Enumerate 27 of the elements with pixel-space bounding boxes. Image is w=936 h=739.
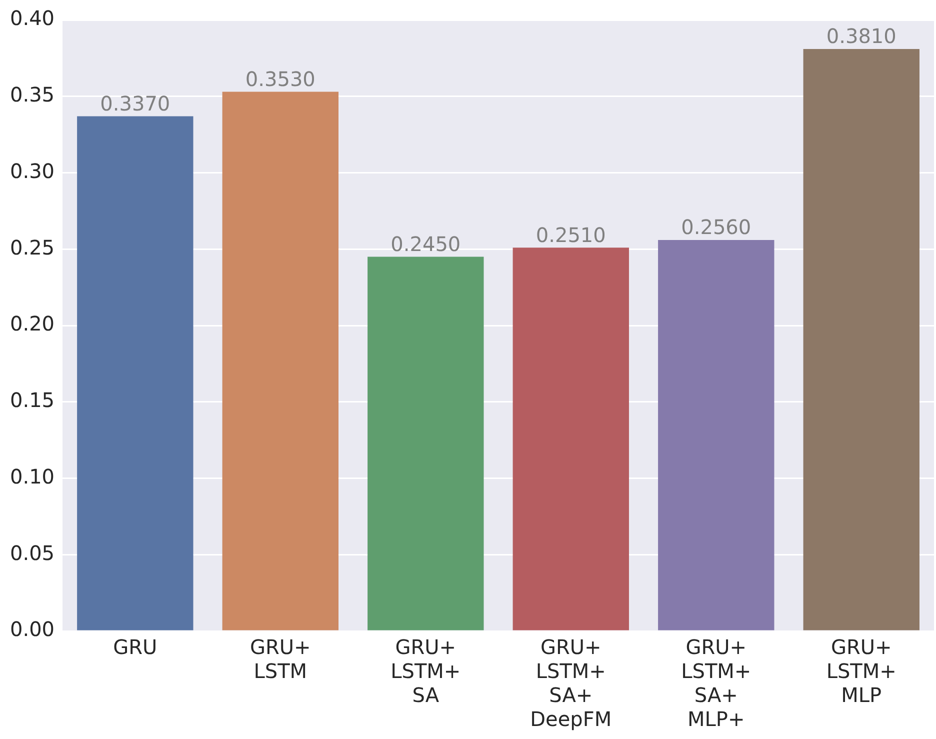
y-tick-label: 0.20 xyxy=(10,312,55,336)
x-tick-label: GRU+ LSTM+ MLP xyxy=(826,635,896,708)
y-tick-label: 0.35 xyxy=(10,82,55,107)
x-tick-label: GRU+ LSTM xyxy=(250,635,311,684)
y-tick-label: 0.00 xyxy=(10,617,55,642)
y-tick-label: 0.05 xyxy=(10,540,55,565)
y-tick-label: 0.40 xyxy=(10,6,55,30)
x-tick-label: GRU+ LSTM+ SA+ MLP+ xyxy=(681,635,752,732)
x-tick-label: GRU+ LSTM+ SA xyxy=(390,635,461,708)
y-tick-label: 0.25 xyxy=(10,235,55,260)
data-label: 0.3370 xyxy=(100,91,170,116)
data-label: 0.2450 xyxy=(390,232,461,256)
x-tick-label: GRU+ LSTM+ SA+ DeepFM xyxy=(530,635,612,732)
y-tick-label: 0.15 xyxy=(10,388,55,412)
x-tick-label: GRU xyxy=(113,635,158,660)
data-label: 0.2560 xyxy=(681,215,752,240)
bar xyxy=(368,256,484,630)
data-label: 0.3530 xyxy=(245,66,316,91)
y-tick-label: 0.30 xyxy=(10,158,55,183)
data-label: 0.2510 xyxy=(536,222,606,247)
bar xyxy=(222,92,338,630)
bar xyxy=(512,248,629,630)
y-tick-label: 0.10 xyxy=(10,464,55,488)
bar xyxy=(77,116,194,630)
bar xyxy=(658,240,774,630)
data-label: 0.3810 xyxy=(826,24,896,48)
bar xyxy=(803,49,920,630)
